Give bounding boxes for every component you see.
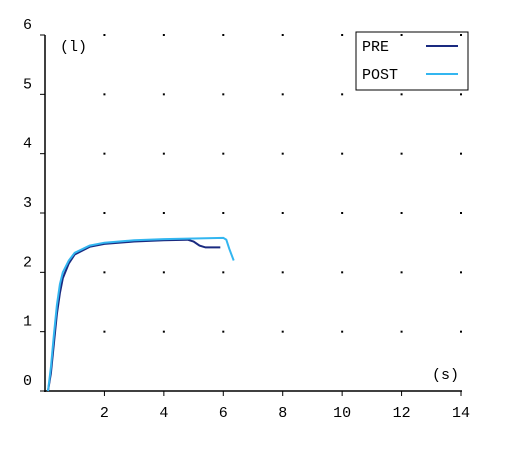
legend-label: PRE xyxy=(362,39,389,56)
grid-dot xyxy=(222,152,225,155)
y-tick-label: 3 xyxy=(23,195,32,212)
grid-dot xyxy=(222,271,225,274)
x-tick-label: 2 xyxy=(100,405,109,422)
grid-dot xyxy=(460,212,462,214)
grid-dot xyxy=(341,212,344,214)
grid-dot xyxy=(281,152,284,155)
grid-dot xyxy=(400,93,403,96)
y-tick-label: 2 xyxy=(23,254,32,271)
grid-dot xyxy=(103,271,106,274)
x-tick-label: 14 xyxy=(452,405,470,422)
x-tick-label: 4 xyxy=(159,405,168,422)
grid-dot xyxy=(281,271,284,274)
x-tick-label: 12 xyxy=(393,405,411,422)
grid-dot xyxy=(103,212,106,214)
grid-dot xyxy=(222,93,225,96)
grid-dot xyxy=(460,152,462,155)
series-line xyxy=(47,238,221,392)
grid-dot xyxy=(162,93,165,96)
grid-dot xyxy=(162,34,165,36)
grid-dot xyxy=(341,271,344,274)
grid-dot xyxy=(341,93,344,96)
grid-dot xyxy=(162,152,165,155)
x-tick-label: 8 xyxy=(278,405,287,422)
grid-dot xyxy=(281,212,284,214)
grid-dot xyxy=(162,271,165,274)
grid-dot xyxy=(222,330,225,333)
grid-dot xyxy=(281,330,284,333)
grid-dot xyxy=(341,330,344,333)
y-tick-label: 1 xyxy=(23,314,32,331)
grid-dot xyxy=(400,152,403,155)
grid-dot xyxy=(460,34,462,36)
x-tick-label: 10 xyxy=(333,405,351,422)
grid-dot xyxy=(281,34,284,36)
legend-label: POST xyxy=(362,67,398,84)
legend-box xyxy=(355,31,469,91)
x-axis-label: (s) xyxy=(432,367,459,384)
grid-dot xyxy=(460,271,462,274)
grid-dot xyxy=(103,34,106,36)
y-tick-label: 6 xyxy=(23,17,32,34)
y-tick-label: 5 xyxy=(23,76,32,93)
grid-dot xyxy=(400,271,403,274)
y-tick-label: 4 xyxy=(23,136,32,153)
grid-dot xyxy=(341,34,344,36)
grid-dot xyxy=(162,330,165,333)
y-axis-label: (l) xyxy=(60,39,87,56)
grid-dot xyxy=(281,93,284,96)
grid-dot xyxy=(103,330,106,333)
series-line xyxy=(47,236,235,392)
grid-dot xyxy=(103,152,106,155)
grid-dot xyxy=(162,212,165,214)
grid-dot xyxy=(222,212,225,214)
y-tick-label: 0 xyxy=(23,373,32,390)
x-tick-label: 6 xyxy=(219,405,228,422)
grid-dot xyxy=(400,34,403,36)
grid-dot xyxy=(400,212,403,214)
grid-dot xyxy=(341,152,344,155)
grid-dot xyxy=(460,330,462,333)
grid-dot xyxy=(460,93,462,96)
grid-dot xyxy=(400,330,403,333)
grid-dot xyxy=(103,93,106,96)
grid-dot xyxy=(222,34,225,36)
